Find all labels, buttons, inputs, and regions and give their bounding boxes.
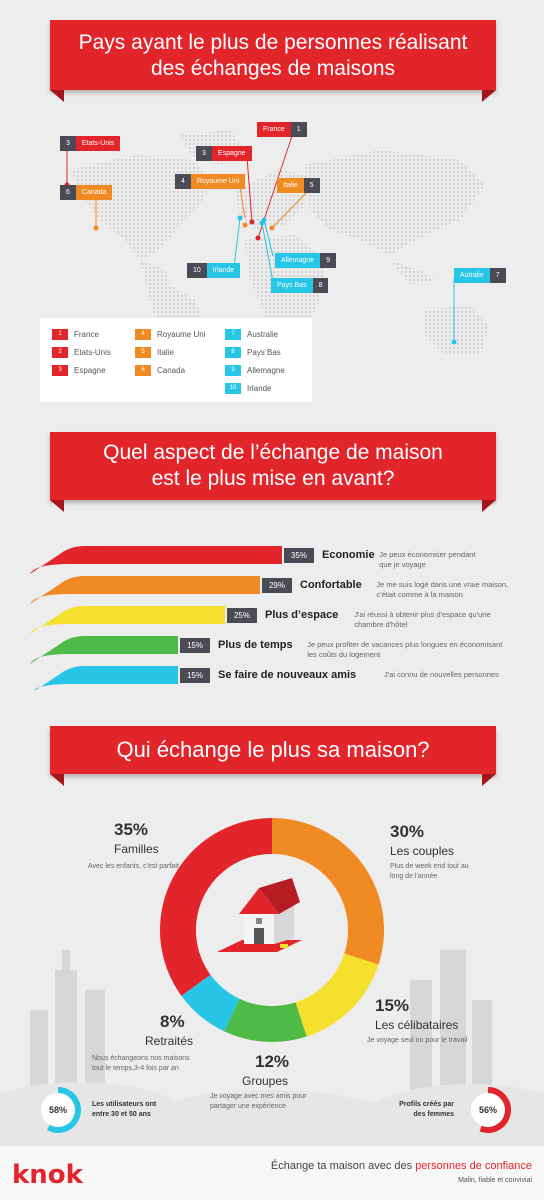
footer	[0, 1146, 544, 1200]
world-map: 3 Etats-Unis France 1 3 Espagne 4 Royaume Un…	[40, 110, 510, 410]
pin-canada	[93, 225, 99, 231]
groupes-label: Groupes	[242, 1074, 289, 1088]
legend-item: 8 Pays Bas	[225, 346, 281, 358]
aspect-desc: Je peux profiter de vacances plus longue…	[307, 640, 503, 659]
aspect-ribbon	[30, 636, 178, 664]
familles-desc: Avec les enfants, c'est parfait	[88, 863, 179, 870]
couples-desc-1: Plus de week end tout au	[390, 863, 469, 870]
celib-label: Les célibataires	[375, 1018, 459, 1032]
legend-item: 1 France	[52, 328, 99, 340]
women-desc-1: Profils créés par	[399, 1101, 454, 1108]
map-tag-germany: Allemagne 9	[275, 253, 336, 268]
donut-slice-familles	[160, 818, 272, 996]
women-gauge: 56%	[465, 1087, 511, 1133]
countries-title-line1: Pays ayant le plus de personnes réalisan…	[78, 31, 468, 54]
legend-item: 9 Allemagne	[225, 364, 285, 376]
knok-logo[interactable]: knok	[12, 1160, 83, 1190]
house-icon	[217, 878, 302, 952]
pin-netherlands	[259, 220, 265, 226]
map-tag-usa: 3 Etats-Unis	[60, 136, 121, 151]
aspect-desc: J'ai connu de nouvelles personnes	[384, 670, 499, 679]
map-tag-italy: Italie 5	[277, 178, 320, 193]
retraites-desc-2: tout le temps,3-4 fois par an	[92, 1065, 179, 1072]
couples-label: Les couples	[390, 844, 455, 858]
age-gauge-value: 58%	[49, 1105, 67, 1115]
legend-item: 6 Canada	[135, 364, 185, 376]
aspect-pct: 15%	[180, 668, 210, 683]
pin-spain	[249, 219, 255, 225]
aspect-pct: 25%	[227, 608, 257, 623]
aspect-desc: J'ai réussi à obtenir plus d'espace qu'u…	[354, 610, 491, 629]
aspect-ribbon	[30, 546, 282, 574]
legend-item: 3 Espagne	[52, 364, 106, 376]
celib-pct: 15%	[375, 996, 410, 1015]
aspect-title-line2: est le plus mise en avant?	[151, 467, 395, 490]
retraites-label: Retraités	[145, 1034, 194, 1048]
aspect-desc: Je me suis logé dans une vraie maison, c'…	[376, 580, 509, 599]
familles-pct: 35%	[114, 820, 149, 839]
aspect-title-line1: Quel aspect de l’échange de maison	[103, 441, 443, 464]
who-title-banner: Qui échange le plus sa maison?	[50, 726, 496, 786]
map-tag-uk: 4 Royaume Uni	[175, 174, 246, 189]
women-desc-2: des femmes	[413, 1111, 454, 1118]
legend-item: 5 Italie	[135, 346, 174, 358]
footer-subtitle: Malin, fiable et convivial	[458, 1177, 532, 1184]
aspect-title: Plus de temps	[218, 639, 293, 651]
groupes-pct: 12%	[255, 1052, 290, 1071]
pin-ireland	[237, 215, 243, 221]
aspect-pct: 15%	[180, 638, 210, 653]
groupes-desc-1: Je voyage avec mes amis pour	[210, 1093, 307, 1100]
familles-label: Familles	[114, 842, 159, 856]
donut-slice-les-célibataires	[295, 953, 379, 1037]
map-tag-netherlands: Pays Bas 8	[271, 278, 329, 293]
donut-slice-retraités	[181, 974, 240, 1032]
aspect-desc: Je peux économiser pendant que je voyage	[379, 550, 476, 569]
map-tag-australia: Autralie 7	[454, 268, 506, 283]
donut-slice-les-couples	[272, 818, 384, 965]
aspect-title: Economie	[322, 549, 375, 561]
map-tag-ireland: 10 Irlande	[187, 263, 241, 278]
legend-item: 10 Irlande	[225, 382, 271, 394]
who-title: Qui échange le plus sa maison?	[116, 737, 430, 762]
aspect-title: Plus d’espace	[265, 609, 339, 621]
pin-italy	[269, 225, 275, 231]
who-donut-chart	[160, 818, 384, 1042]
aspect-ribbons	[30, 546, 282, 690]
aspect-pct: 29%	[262, 578, 292, 593]
donut-slice-groupes	[224, 998, 307, 1042]
pin-france	[255, 235, 261, 241]
countries-title-line2: des échanges de maisons	[151, 57, 395, 80]
aspect-title: Se faire de nouveaux amis	[218, 669, 357, 681]
legend-item: 4 Royaume Uni	[135, 328, 205, 340]
map-tag-spain: 3 Espagne	[196, 146, 252, 161]
couples-pct: 30%	[390, 822, 425, 841]
pin-uk	[242, 222, 248, 228]
countries-title-banner: Pays ayant le plus de personnes réalisan…	[50, 20, 496, 102]
map-tag-france: France 1	[257, 122, 307, 137]
groupes-desc-2: partager une expérience	[210, 1103, 286, 1110]
couples-desc-2: long de l'année	[390, 873, 438, 880]
retraites-pct: 8%	[160, 1012, 185, 1031]
footer-tagline: Échange ta maison avec des personnes de …	[270, 1160, 532, 1172]
age-desc-1: Les utilisateurs ont	[92, 1101, 157, 1108]
aspect-pct: 35%	[284, 548, 314, 563]
women-gauge-value: 56%	[479, 1105, 497, 1115]
aspect-ribbon	[30, 576, 260, 604]
age-desc-2: entre 30 et 50 ans	[92, 1111, 151, 1118]
map-tag-canada: 6 Canada	[60, 185, 113, 200]
country-legend: 1 France 2 Etats-Unis 3 Espagne 4 Royaume Un…	[40, 318, 312, 402]
age-gauge: 58%	[35, 1087, 81, 1133]
pin-australia	[451, 339, 457, 345]
aspect-ribbon	[30, 606, 225, 634]
legend-item: 2 Etats-Unis	[52, 346, 111, 358]
aspect-ribbon	[33, 666, 178, 690]
aspect-title: Confortable	[300, 579, 362, 591]
retraites-desc-1: Nous échangeons nos maisons	[92, 1055, 190, 1062]
aspect-title-banner: Quel aspect de l’échange de maison est l…	[50, 432, 496, 512]
map-pins	[64, 129, 457, 345]
celib-desc: Je voyage seul ou pour le travail	[367, 1037, 468, 1044]
legend-item: 7 Australie	[225, 328, 278, 340]
